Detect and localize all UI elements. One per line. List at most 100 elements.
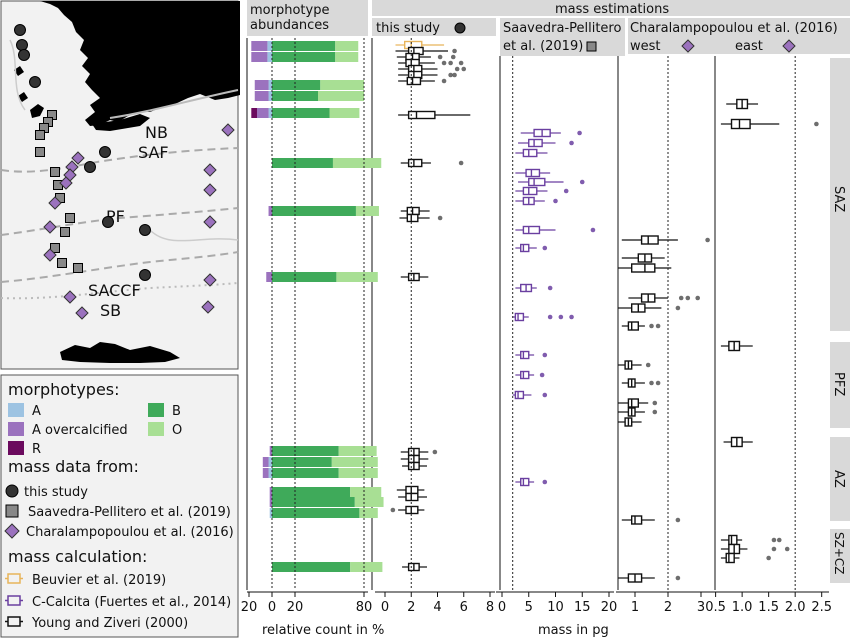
this-study-header-strip [372, 18, 496, 36]
zone-label-szcz: SZ+CZ [832, 532, 846, 575]
box-outlier [652, 409, 658, 415]
morph-bar-o [331, 457, 378, 467]
morph-axis-tick-label: 0 [268, 600, 276, 615]
box-outlier [675, 517, 681, 523]
morph-bar-o [335, 41, 359, 51]
box-outlier [542, 479, 548, 485]
box-outlier [432, 449, 438, 455]
east-axis-tick-label: 2.5 [811, 600, 832, 615]
morph-bar-o [350, 562, 383, 572]
map-point-saavedra [50, 167, 60, 177]
box-outlier [547, 285, 553, 291]
islands-land [14, 66, 44, 118]
map-point-this-study [29, 76, 41, 88]
box-outlier [590, 227, 596, 233]
legend-marker-saavedra [5, 504, 19, 518]
box-outlier [441, 60, 447, 66]
map-point-charalampopoulou [221, 123, 235, 137]
morph-bar-aov [269, 497, 272, 507]
map-point-charalampopoulou [203, 183, 217, 197]
morph-bar-b [272, 108, 330, 118]
map-point-charalampopoulou [203, 215, 217, 229]
saavedra-axis-tick-label: 5 [525, 600, 533, 615]
box-outlier [441, 78, 447, 84]
morph-bar-o [336, 272, 378, 282]
morph-axis-label: relative count in % [262, 623, 384, 638]
saavedra-axis-tick-label: 10 [547, 600, 564, 615]
morph-header-line1: morphotype [250, 3, 329, 18]
pf-front [0, 207, 239, 236]
box-outlier [558, 314, 564, 320]
box-iqr [514, 312, 525, 322]
zone-label-az: AZ [831, 470, 846, 488]
box-iqr [627, 321, 640, 331]
land-outline [9, 39, 239, 242]
west-axis-tick-label: 3 [697, 600, 705, 615]
legend-swatch-a [8, 403, 24, 417]
box-outlier [452, 48, 457, 54]
box-outlier [458, 160, 464, 166]
saavedra-axis-tick-label: 20 [601, 600, 618, 615]
zone-label-pfz: PFZ [831, 372, 846, 396]
morph-bar-b [272, 562, 351, 572]
morph-bar-r [251, 108, 258, 118]
box-outlier [705, 237, 710, 243]
west-axis-tick-label: 1 [631, 600, 639, 615]
morph-bar-b [272, 272, 337, 282]
map-point-saavedra [60, 227, 70, 237]
map-point-charalampopoulou [59, 176, 73, 190]
saavedra-header-line2: et al. (2019) [503, 39, 583, 54]
morph-bar-aov [268, 206, 272, 216]
east-axis-tick-label: 2.0 [785, 600, 806, 615]
morph-bar-o [359, 508, 378, 518]
morph-bar-a [268, 91, 272, 101]
saavedra-axis-tick-label: 15 [574, 600, 591, 615]
morph-bar-b [272, 487, 351, 497]
this-study-boxplots [390, 40, 471, 572]
box-outlier [563, 188, 569, 194]
box-outlier [547, 314, 553, 320]
legend-label-o: O [172, 423, 182, 438]
legend-calc-title: mass calculation: [8, 547, 147, 566]
legend-swatch-r [8, 441, 24, 455]
morph-bar-aov [254, 91, 269, 101]
this-study-axis-tick-label: 6 [460, 600, 468, 615]
box-iqr [520, 243, 530, 253]
morph-bars [251, 41, 384, 572]
legend-label-beuvier: Beuvier et al. (2019) [32, 573, 166, 588]
box-outlier [448, 60, 453, 66]
zone-strip-pfz [830, 342, 850, 428]
map-point-this-study [102, 216, 114, 228]
morph-header-line2: abundances [250, 18, 329, 33]
east-axis-tick-label: 1.5 [758, 600, 779, 615]
box-outlier [649, 380, 654, 386]
box-outlier [542, 245, 548, 251]
box-iqr [728, 534, 738, 546]
this-study-axis-tick-label: 0 [381, 600, 389, 615]
box-iqr [514, 390, 525, 400]
box-outlier [437, 215, 443, 221]
mass-header-title: mass estimations [555, 2, 669, 17]
box-outlier [652, 400, 658, 406]
morph-bar-b [272, 41, 336, 51]
morph-bar-o [338, 468, 378, 478]
box-iqr [725, 552, 735, 564]
box-outlier [579, 179, 585, 185]
morph-bar-a [267, 41, 272, 51]
map-point-charalampopoulou [71, 151, 85, 165]
morph-bar-o [329, 108, 360, 118]
nb-front [109, 89, 239, 119]
morph-bar-o [338, 446, 377, 456]
morph-bar-a [267, 52, 272, 62]
box-outlier [685, 295, 691, 301]
legend-morph-title: morphotypes: [8, 380, 120, 399]
map-point-charalampopoulou [75, 306, 89, 320]
legend-swatch-a-overcalcified [8, 422, 24, 436]
box-iqr [522, 225, 541, 235]
this-study-axis-tick-label: 4 [433, 600, 441, 615]
east-boxplots [720, 98, 819, 564]
zone-strip-az [830, 437, 850, 521]
this-study-axis-tick-label: 8 [486, 600, 494, 615]
box-outlier [542, 392, 548, 398]
box-iqr [528, 138, 543, 148]
